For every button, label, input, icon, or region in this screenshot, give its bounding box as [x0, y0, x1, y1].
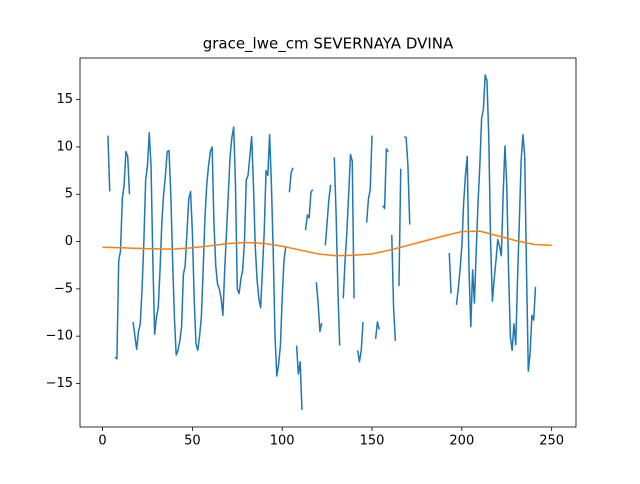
y-tick-label: 0: [65, 234, 73, 249]
series-line: [107, 74, 537, 410]
y-tick-label: −15: [46, 376, 73, 391]
x-tick-label: 150: [360, 434, 385, 449]
x-tick-label: 100: [270, 434, 295, 449]
y-tick-label: 10: [56, 139, 73, 154]
y-tick-label: −10: [46, 329, 73, 344]
x-tick-label: 200: [449, 434, 474, 449]
y-tick-label: 15: [56, 92, 73, 107]
series-line: [102, 230, 552, 257]
plot-frame: [79, 57, 577, 428]
y-tick-label: −5: [54, 281, 73, 296]
x-tick-label: 250: [539, 434, 564, 449]
x-tick-label: 0: [98, 434, 106, 449]
chart-title: grace_lwe_cm SEVERNAYA DVINA: [203, 35, 454, 54]
y-tick-label: 5: [65, 187, 73, 202]
x-tick-label: 50: [184, 434, 201, 449]
